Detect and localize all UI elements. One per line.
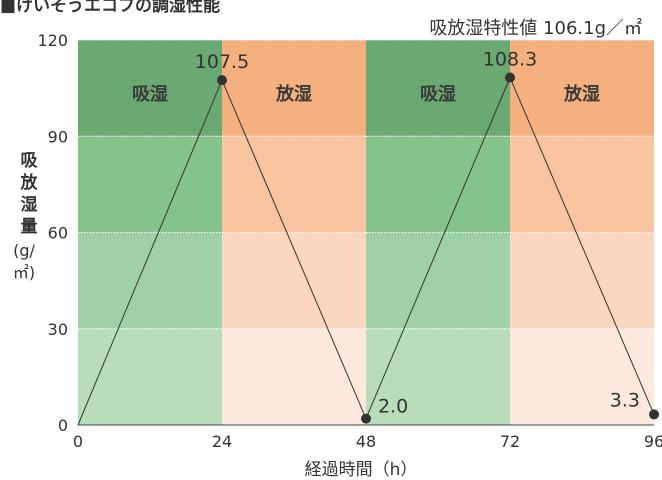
- y-axis-label-char: 吸: [20, 151, 38, 171]
- y-axis-label-char: 量: [20, 217, 38, 237]
- chart-subtitle: 吸放湿特性値 106.1g／㎡: [429, 18, 642, 39]
- page-title: ■けいそうエコフの調湿性能: [0, 0, 221, 16]
- phase-labels: 吸湿 放湿 吸湿 放湿: [132, 83, 600, 105]
- y-tick-label: 90: [48, 127, 68, 146]
- grid-lines: [78, 39, 654, 330]
- phase-band-release: [510, 136, 654, 233]
- phase-label-release: 放湿: [275, 83, 312, 105]
- y-tick-label: 0: [58, 416, 68, 435]
- data-point: [505, 72, 515, 83]
- y-tick-label: 60: [48, 224, 68, 243]
- data-labels: 107.5 2.0 108.3 3.3: [195, 49, 640, 418]
- data-points: [217, 72, 659, 424]
- phase-band-release: [222, 232, 366, 329]
- phase-band-absorb: [78, 136, 222, 233]
- data-label: 2.0: [378, 396, 408, 418]
- phase-label-absorb: 吸湿: [420, 84, 456, 105]
- tick-labels: 0 30 60 90 120 0 24 48 72 96: [37, 31, 662, 451]
- phase-band-release: [510, 232, 654, 329]
- x-tick-label: 72: [500, 432, 520, 451]
- data-point: [217, 75, 227, 86]
- data-label: 3.3: [610, 389, 640, 411]
- data-label: 107.5: [195, 51, 249, 73]
- data-label: 108.3: [483, 49, 537, 71]
- phase-band-absorb: [366, 136, 510, 233]
- phase-band-absorb: [366, 328, 510, 425]
- x-tick-label: 48: [356, 432, 376, 451]
- phase-band-release: [222, 40, 366, 137]
- y-axis-label-char: 湿: [20, 195, 38, 215]
- phase-label-absorb: 吸湿: [132, 84, 168, 105]
- y-axis-label-text: 吸放湿量: [8, 150, 46, 238]
- phase-band-release: [222, 328, 366, 425]
- phase-bands: [78, 40, 654, 425]
- data-point: [361, 413, 371, 424]
- data-point: [649, 409, 659, 420]
- y-axis-label-char: 放: [20, 173, 38, 193]
- phase-band-release: [510, 40, 654, 137]
- y-tick-label: 30: [48, 320, 68, 339]
- phase-band-absorb: [78, 40, 222, 137]
- phase-band-absorb: [78, 232, 222, 329]
- phase-label-release: 放湿: [563, 83, 600, 105]
- x-tick-label: 96: [644, 432, 662, 451]
- phase-band-absorb: [78, 328, 222, 425]
- x-axis-label: 経過時間（h）: [304, 460, 418, 480]
- y-axis-unit: (g/㎡): [12, 241, 36, 282]
- x-tick-label: 0: [73, 432, 83, 451]
- phase-band-absorb: [366, 40, 510, 137]
- phase-band-release: [510, 328, 654, 425]
- x-tick-label: 24: [212, 432, 232, 451]
- y-tick-label: 120: [37, 31, 68, 50]
- y-axis-label: 吸放湿量 (g/㎡): [8, 150, 46, 284]
- phase-band-release: [222, 136, 366, 233]
